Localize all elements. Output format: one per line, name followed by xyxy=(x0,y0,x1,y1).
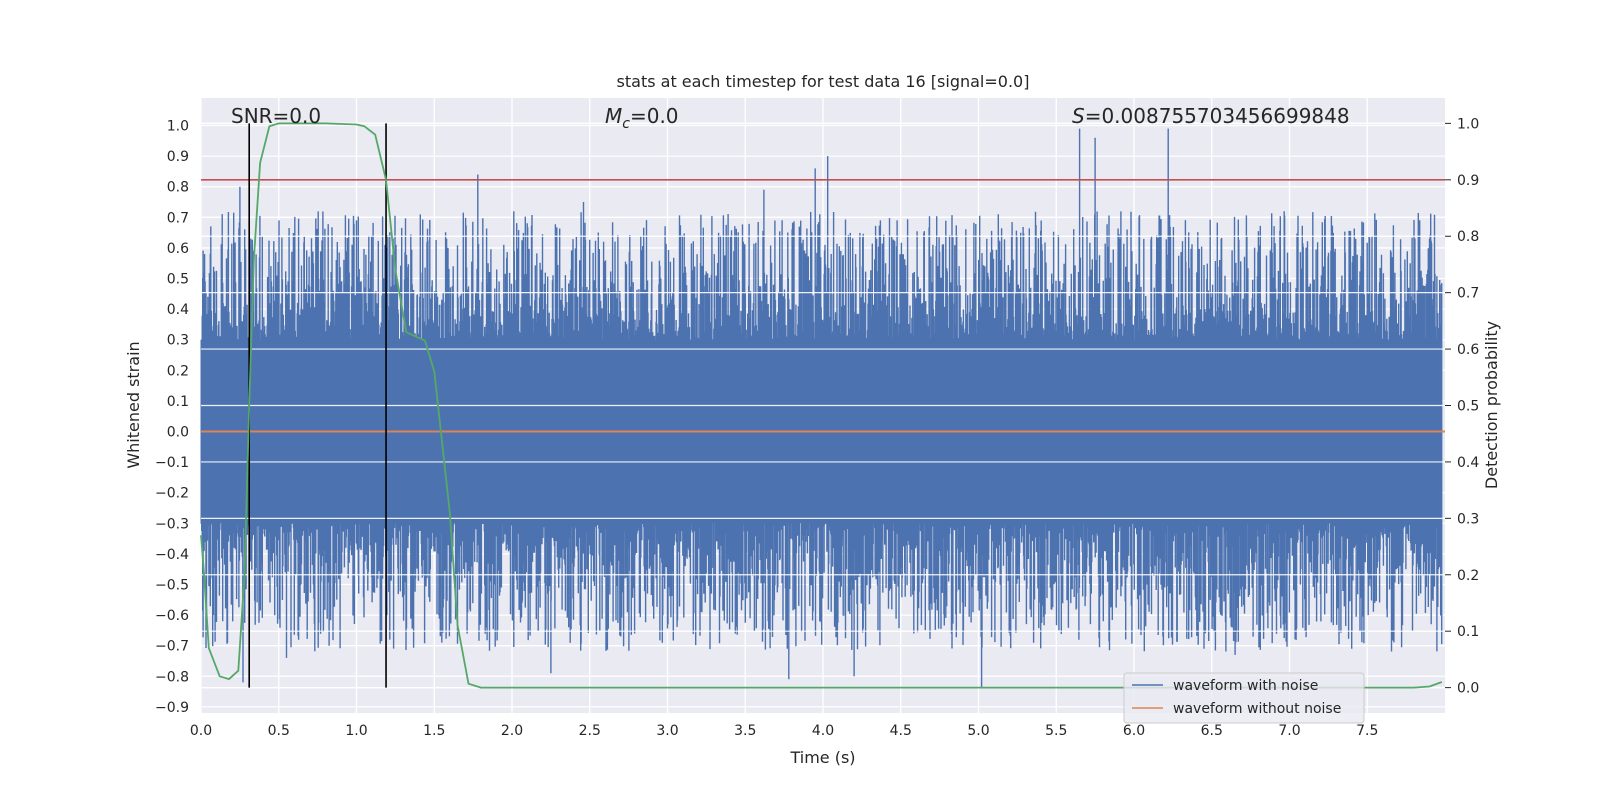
y2-tick-label: 0.7 xyxy=(1457,286,1479,302)
y-tick-label: 1.0 xyxy=(167,119,189,135)
y2-tick-label: 0.6 xyxy=(1457,342,1479,358)
y-tick-label: −0.7 xyxy=(155,639,189,655)
y-tick-label: 0.4 xyxy=(167,302,189,318)
y-tick-label: −0.4 xyxy=(155,547,189,563)
y-tick-label: 0.5 xyxy=(167,272,189,288)
snr-annotation: SNR=0.0 xyxy=(231,104,321,128)
y-tick-label: −0.3 xyxy=(155,516,189,532)
y-tick-label: −0.6 xyxy=(155,608,189,624)
y-tick-label: 0.7 xyxy=(167,210,189,226)
y-tick-label: 0.3 xyxy=(167,333,189,349)
legend-box xyxy=(1123,672,1365,724)
x-axis-ticks: 0.0 0.5 1.0 1.5 2.0 2.5 3.0 3.5 4.0 4.5 5.0 5.5 6.0 6… xyxy=(190,723,1379,739)
legend-label-noise: waveform with noise xyxy=(1173,678,1318,694)
x-tick-label: 6.0 xyxy=(1123,723,1145,739)
x-tick-label: 4.0 xyxy=(812,723,834,739)
y-tick-label: −0.1 xyxy=(155,455,189,471)
y-tick-label: −0.2 xyxy=(155,486,189,502)
y-tick-label: 0.0 xyxy=(167,425,189,441)
y2-tick-label: 0.3 xyxy=(1457,511,1479,527)
y2-tick-label: 0.4 xyxy=(1457,455,1479,471)
x-tick-label: 7.5 xyxy=(1356,723,1378,739)
y2-tick-label: 0.8 xyxy=(1457,229,1479,245)
s-annotation: S=0.008755703456699848 xyxy=(1072,104,1350,128)
y-tick-label: 0.8 xyxy=(167,180,189,196)
y-tick-label: 0.9 xyxy=(167,149,189,165)
x-tick-label: 6.5 xyxy=(1201,723,1223,739)
chart-title: stats at each timestep for test data 16 … xyxy=(617,72,1030,91)
x-tick-label: 1.0 xyxy=(345,723,367,739)
x-tick-label: 4.5 xyxy=(890,723,912,739)
y2-tick-label: 1.0 xyxy=(1457,116,1479,132)
y-tick-label: 0.6 xyxy=(167,241,189,257)
y2-tick-label: 0.1 xyxy=(1457,624,1479,640)
y-axis-ticks: 1.0 0.9 0.8 0.7 0.6 0.5 0.4 0.3 0.2 0.1 0.0 −0.1 −0.… xyxy=(155,119,189,716)
x-tick-label: 2.5 xyxy=(579,723,601,739)
series-detection-probability xyxy=(200,122,1443,689)
x-axis-title: Time (s) xyxy=(789,748,855,767)
y2-tick-label: 0.2 xyxy=(1457,568,1479,584)
legend-label-clean: waveform without noise xyxy=(1173,701,1341,717)
x-tick-label: 2.0 xyxy=(501,723,523,739)
y-tick-label: 0.1 xyxy=(167,394,189,410)
x-tick-label: 5.5 xyxy=(1045,723,1067,739)
x-tick-label: 5.0 xyxy=(967,723,989,739)
y-tick-label: −0.5 xyxy=(155,577,189,593)
y-tick-label: −0.8 xyxy=(155,669,189,685)
y2-tick-label: 0.0 xyxy=(1457,681,1479,697)
plot-area xyxy=(200,122,1445,689)
x-tick-label: 3.5 xyxy=(734,723,756,739)
x-tick-label: 0.0 xyxy=(190,723,212,739)
x-tick-label: 7.0 xyxy=(1278,723,1300,739)
y-tick-label: −0.9 xyxy=(155,700,189,716)
y-tick-label: 0.2 xyxy=(167,363,189,379)
y2-tick-label: 0.9 xyxy=(1457,173,1479,189)
legend: waveform with noise waveform without noi… xyxy=(1123,672,1365,724)
x-tick-label: 3.0 xyxy=(656,723,678,739)
x-tick-label: 1.5 xyxy=(423,723,445,739)
y-axis-title: Whitened strain xyxy=(124,341,143,468)
mc-annotation: Mc=0.0 xyxy=(605,104,679,132)
y2-tick-label: 0.5 xyxy=(1457,399,1479,415)
x-tick-label: 0.5 xyxy=(268,723,290,739)
y2-axis-ticks: 1.0 0.9 0.8 0.7 0.6 0.5 0.4 0.3 0.2 0.1 0.0 xyxy=(1445,116,1479,697)
y2-axis-title: Detection probability xyxy=(1482,321,1501,489)
